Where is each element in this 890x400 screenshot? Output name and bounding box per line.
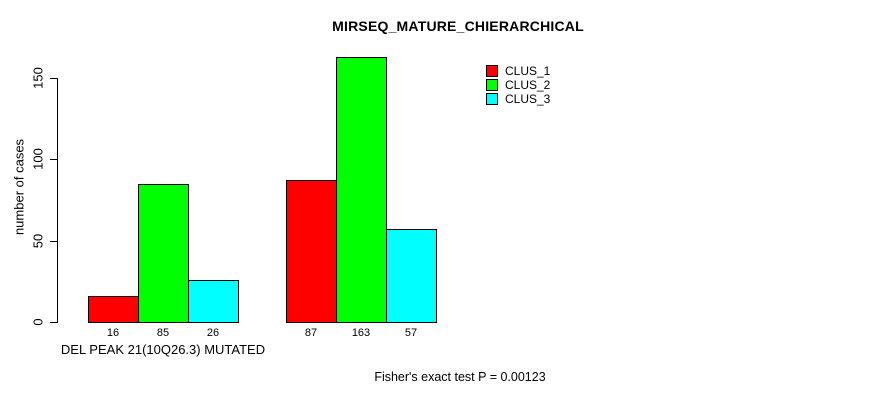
y-tick-label: 100 [30,148,46,171]
legend-item: CLUS_3 [486,92,550,106]
bar-value-label: 16 [106,327,120,339]
legend-label: CLUS_2 [505,78,551,92]
y-axis-tick [50,78,57,79]
y-tick-label: 50 [30,233,46,248]
y-tick-label: 150 [30,67,46,89]
fisher-test-annotation: Fisher's exact test P = 0.00123 [374,370,546,384]
y-axis-tick [50,240,57,242]
bar-clus_2-group2 [336,56,387,323]
bar-value-label: 87 [304,327,318,339]
bar-clus_3-group2 [386,229,437,323]
bar-value-label: 85 [156,327,170,339]
bar-value-label: 26 [206,327,220,339]
y-axis-tick [50,159,57,161]
x-axis-group-label: DEL PEAK 21(10Q26.3) MUTATED [60,342,266,357]
bar-value-label: 57 [404,327,418,339]
bar-clus_2-group1 [138,183,189,323]
bar-clus_1-group1 [88,295,139,323]
chart-title: MIRSEQ_MATURE_CHIERARCHICAL [332,18,584,34]
legend-label: CLUS_3 [505,92,551,106]
bar-value-label: 163 [351,327,371,339]
clus_3-swatch-icon [486,93,498,105]
bar-clus_3-group1 [188,279,239,323]
legend-item: CLUS_1 [486,64,550,78]
legend: CLUS_1 CLUS_2 CLUS_3 [486,64,550,106]
bar-clus_1-group2 [286,180,337,323]
legend-label: CLUS_1 [505,64,551,78]
clus_2-swatch-icon [486,79,498,91]
y-axis-line [57,78,58,323]
legend-item: CLUS_2 [486,78,550,92]
y-tick-label: 0 [30,318,46,326]
y-axis-tick [50,322,57,323]
clus_1-swatch-icon [486,65,498,77]
